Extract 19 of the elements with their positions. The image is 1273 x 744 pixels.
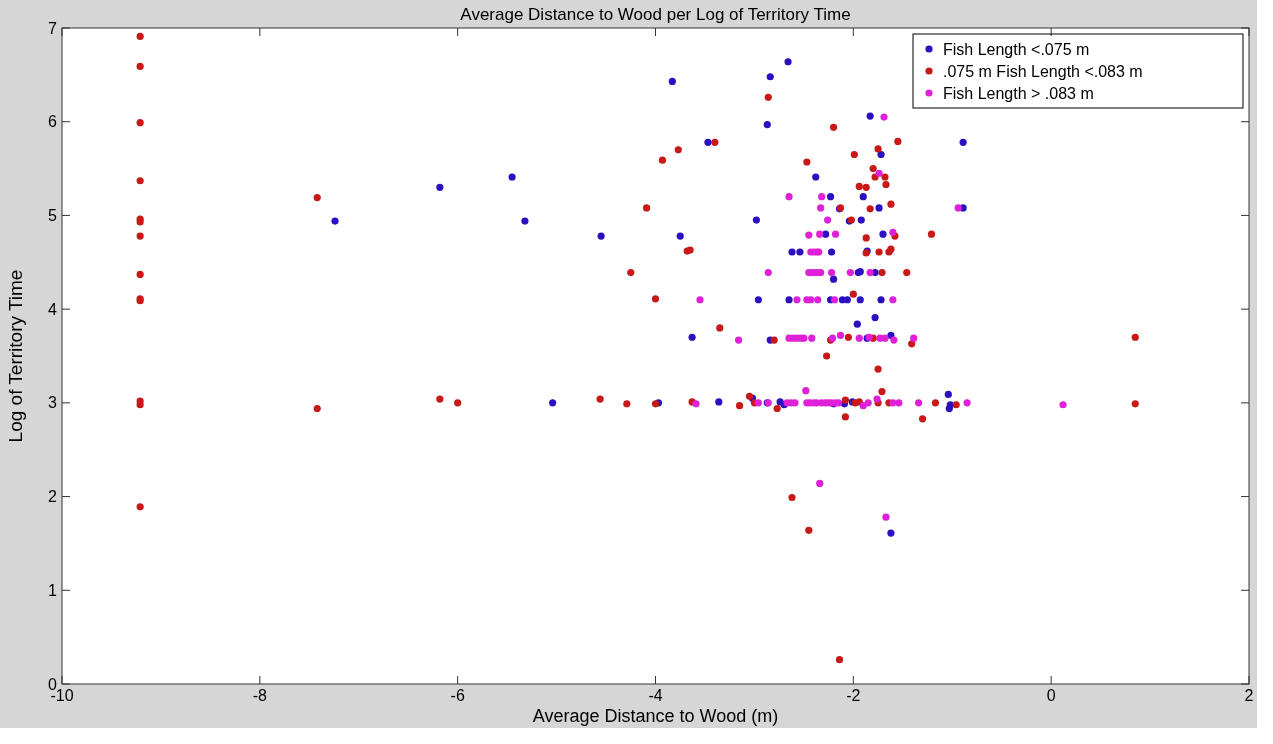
legend-label: Fish Length <.075 m [943,40,1090,58]
x-tick-label: -8 [252,687,268,704]
y-tick-label: 7 [48,19,58,37]
y-tick-label: 4 [48,300,58,318]
x-tick-label: -4 [648,687,663,704]
x-axis-title: Average Distance to Wood (m) [532,706,779,726]
y-tick-label: 5 [48,207,58,225]
legend-label: .075 m Fish Length <.083 m [943,62,1143,80]
x-tick-label: -6 [450,687,465,704]
y-tick-label: 3 [48,394,58,412]
y-axis-title: Log of Territory Time [5,269,26,443]
x-tick-label: 0 [1046,687,1056,704]
chart-title: Average Distance to Wood per Log of Territory Time [460,5,851,24]
y-tick-label: 2 [48,488,58,506]
legend-label: Fish Length > .083 m [943,84,1094,102]
x-tick-label: -2 [846,687,861,704]
y-tick-label: 6 [48,113,58,131]
y-tick-label: 1 [48,581,58,599]
x-tick-label: 2 [1244,687,1254,704]
